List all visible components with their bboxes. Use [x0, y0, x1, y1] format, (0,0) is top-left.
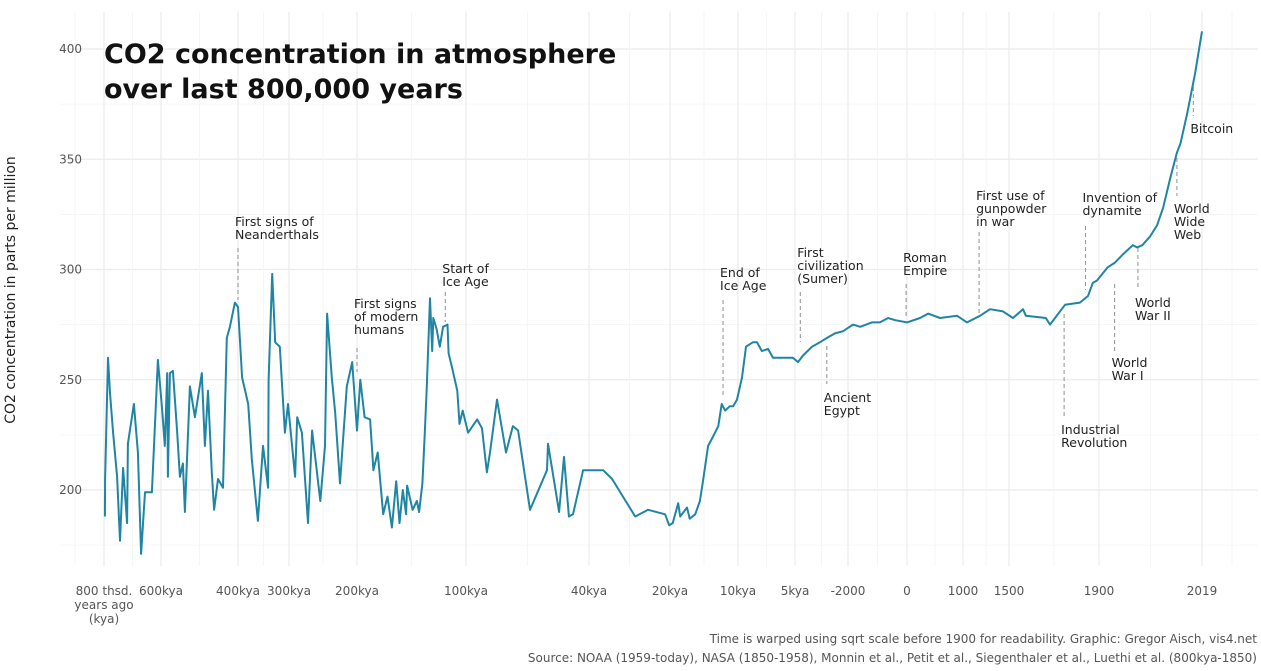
annotation-label: Start of — [442, 261, 489, 276]
x-tick-label: 200kya — [335, 584, 379, 598]
annotation-label: gunpowder — [976, 201, 1047, 216]
y-axis-label: CO2 concentration in parts per million — [3, 156, 19, 424]
annotation-label: War I — [1112, 368, 1144, 383]
x-tick-label: 600kya — [139, 584, 183, 598]
annotation-label: World — [1135, 295, 1171, 310]
annotation-label: Wide — [1174, 214, 1205, 229]
annotation-label: World — [1174, 201, 1210, 216]
annotation-label: in war — [976, 214, 1015, 229]
co2-series-line — [103, 31, 1203, 555]
x-tick-label: 20kya — [652, 584, 688, 598]
x-tick-label: -2000 — [831, 584, 866, 598]
annotation-label: Invention of — [1083, 190, 1158, 205]
annotation-label: Ancient — [824, 390, 871, 405]
y-tick-label: 350 — [59, 152, 82, 166]
y-tick-label: 250 — [59, 373, 82, 387]
annotation-label: Revolution — [1061, 435, 1127, 450]
annotation-label: Web — [1174, 227, 1201, 242]
x-tick-label: 5kya — [781, 584, 810, 598]
annotation-label: Ice Age — [720, 278, 767, 293]
annotation-label: humans — [354, 322, 404, 337]
chart-title-line-1: CO2 concentration in atmosphere — [104, 39, 616, 70]
annotation-label: Empire — [903, 263, 947, 278]
annotation-label: First use of — [976, 188, 1045, 203]
x-tick-label: 1900 — [1084, 584, 1115, 598]
gridlines — [60, 12, 1258, 566]
y-tick-label: 200 — [59, 483, 82, 497]
annotation-label: Ice Age — [442, 274, 489, 289]
x-tick-label: 300kya — [267, 584, 311, 598]
axes: 200 250 300 350 400 800 thsd.years ago(kya) 60… — [59, 42, 1217, 626]
y-tick-label: 400 — [59, 42, 82, 56]
x-tick-label: 800 thsd. — [76, 584, 133, 598]
annotation-label: War II — [1135, 308, 1171, 323]
annotation-label: (Sumer) — [797, 271, 848, 286]
annotation-label: First signs of — [235, 214, 314, 229]
annotation-label: End of — [720, 265, 760, 280]
x-tick-label: 2019 — [1187, 584, 1218, 598]
annotation-label: Neanderthals — [235, 227, 319, 242]
annotation-label: of modern — [354, 309, 418, 324]
annotation-label: First signs — [354, 296, 417, 311]
annotation-label: dynamite — [1083, 203, 1142, 218]
annotation-label: Bitcoin — [1190, 121, 1233, 136]
caption-line-2: Source: NOAA (1959-today), NASA (1850-19… — [528, 651, 1257, 665]
y-tick-label: 300 — [59, 263, 82, 277]
annotation-label: Industrial — [1061, 422, 1120, 437]
annotation-lines — [237, 80, 1194, 416]
annotation-label: civilization — [797, 258, 863, 273]
chart-title-line-2: over last 800,000 years — [104, 74, 463, 105]
x-tick-label: (kya) — [89, 612, 119, 626]
x-tick-label: 10kya — [720, 584, 756, 598]
x-tick-label: 100kya — [444, 584, 488, 598]
x-tick-label: 40kya — [571, 584, 607, 598]
annotation-label: First — [797, 245, 823, 260]
annotation-label: World — [1112, 355, 1148, 370]
x-tick-label: 1000 — [948, 584, 979, 598]
caption-line-1: Time is warped using sqrt scale before 1… — [709, 632, 1258, 646]
x-tick-label: 400kya — [216, 584, 260, 598]
x-tick-label: 1500 — [994, 584, 1025, 598]
x-tick-label: 0 — [903, 584, 911, 598]
annotation-label: Egypt — [824, 403, 860, 418]
x-tick-label: years ago — [74, 598, 133, 612]
annotation-label: Roman — [903, 250, 947, 265]
